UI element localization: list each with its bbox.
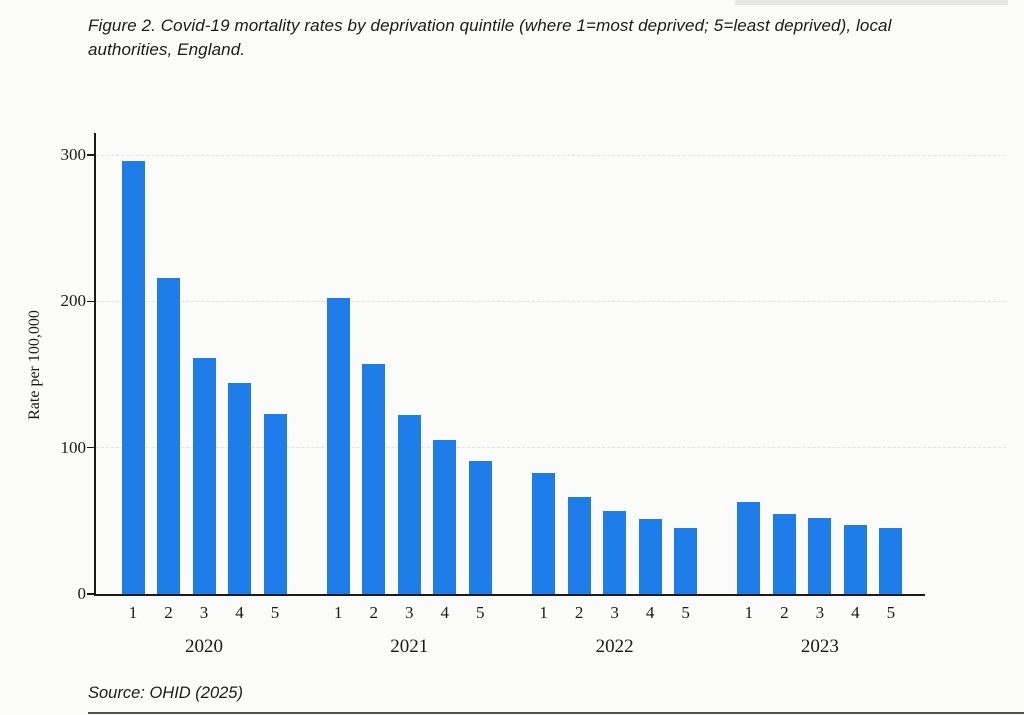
quintile-label-2022-4: 4 bbox=[645, 603, 655, 622]
bar-2022-q2 bbox=[567, 497, 591, 594]
top-edge-artifact bbox=[735, 0, 1008, 5]
y-tick-label-300: 300 bbox=[60, 145, 87, 164]
quintile-label-2022-2: 2 bbox=[574, 603, 584, 622]
bar-2023-q3 bbox=[808, 517, 832, 594]
bar-2021-q3 bbox=[397, 415, 421, 594]
quintile-label-2023-4: 4 bbox=[851, 603, 860, 622]
bar-2023-q1 bbox=[737, 501, 761, 594]
bar-2020-q4 bbox=[228, 383, 251, 594]
quintile-label-2020-5: 5 bbox=[270, 603, 280, 622]
y-tick-0 bbox=[87, 593, 95, 595]
quintile-label-2020-1: 1 bbox=[128, 603, 138, 622]
y-axis-line bbox=[94, 133, 96, 595]
quintile-label-2021-3: 3 bbox=[405, 603, 414, 622]
bar-2021-q2 bbox=[362, 364, 386, 594]
bar-2020-q2 bbox=[157, 277, 180, 594]
bar-2020-q3 bbox=[192, 358, 216, 594]
y-tick-label-0: 0 bbox=[77, 584, 87, 603]
year-label-2021: 2021 bbox=[390, 636, 429, 657]
figure-title: Figure 2. Covid-19 mortality rates by de… bbox=[88, 16, 892, 60]
bar-2021-q4 bbox=[433, 440, 457, 594]
bar-2023-q2 bbox=[772, 513, 796, 594]
bar-2021-q1 bbox=[326, 298, 350, 594]
bar-2022-q5 bbox=[674, 528, 698, 594]
y-tick-100 bbox=[87, 446, 95, 449]
source-note: Source: OHID (2025) bbox=[88, 684, 243, 702]
x-axis-line bbox=[94, 594, 925, 596]
y-tick-label-100: 100 bbox=[60, 437, 87, 457]
quintile-label-2022-5: 5 bbox=[681, 603, 690, 622]
bar-2022-q3 bbox=[603, 510, 627, 594]
quintile-label-2022-1: 1 bbox=[539, 603, 548, 622]
bar-2022-q1 bbox=[532, 472, 556, 594]
year-label-2022: 2022 bbox=[595, 636, 634, 657]
quintile-label-2023-5: 5 bbox=[886, 603, 896, 622]
bar-2021-q5 bbox=[468, 460, 492, 594]
quintile-label-2021-1: 1 bbox=[334, 603, 343, 622]
quintile-label-2021-4: 4 bbox=[440, 603, 450, 622]
quintile-label-2023-3: 3 bbox=[815, 603, 825, 622]
grid-line-100 bbox=[96, 447, 1006, 449]
bar-2023-q4 bbox=[843, 525, 867, 594]
y-tick-label-200: 200 bbox=[60, 291, 87, 311]
quintile-label-2020-3: 3 bbox=[199, 603, 209, 622]
bar-2020-q5 bbox=[263, 414, 287, 594]
quintile-label-2020-4: 4 bbox=[235, 603, 244, 622]
quintile-label-2020-2: 2 bbox=[164, 603, 173, 622]
year-label-2020: 2020 bbox=[185, 636, 223, 657]
quintile-label-2023-2: 2 bbox=[780, 603, 789, 622]
bar-2020-q1 bbox=[121, 160, 145, 594]
year-label-2023: 2023 bbox=[800, 636, 839, 657]
y-tick-300 bbox=[87, 154, 95, 156]
y-tick-200 bbox=[87, 300, 95, 303]
quintile-label-2022-3: 3 bbox=[610, 603, 619, 622]
grid-line-300 bbox=[96, 154, 1006, 156]
quintile-label-2021-2: 2 bbox=[369, 603, 379, 622]
grid-line-200 bbox=[96, 300, 1006, 302]
bottom-edge-artifact bbox=[88, 712, 1024, 715]
bar-2022-q4 bbox=[638, 519, 662, 594]
bar-2023-q5 bbox=[879, 528, 903, 594]
quintile-label-2023-1: 1 bbox=[744, 603, 754, 622]
quintile-label-2021-5: 5 bbox=[476, 603, 485, 622]
